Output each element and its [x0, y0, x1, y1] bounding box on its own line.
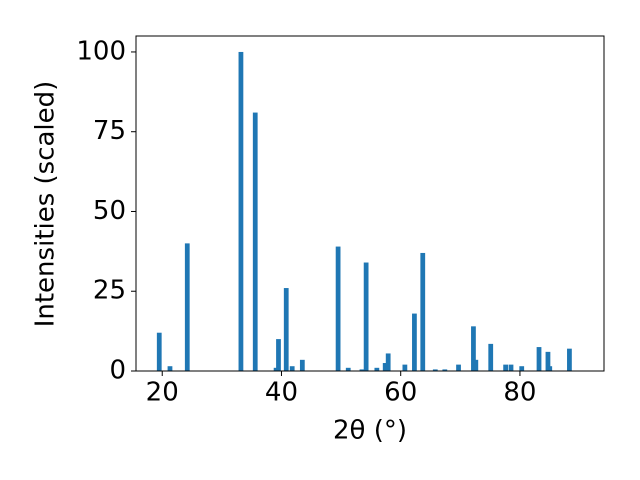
y-tick-label: 50	[93, 196, 126, 226]
bar	[335, 246, 341, 371]
bar	[508, 364, 514, 371]
bar	[363, 262, 369, 371]
bar	[299, 359, 305, 371]
y-tick-label: 0	[109, 356, 126, 386]
bar	[567, 348, 572, 371]
bar	[503, 364, 509, 371]
bar	[471, 326, 476, 371]
bar	[547, 366, 553, 371]
x-tick-label: 20	[146, 378, 179, 408]
bar	[167, 366, 173, 371]
x-tick-label: 60	[384, 378, 417, 408]
y-tick-label: 75	[93, 116, 126, 146]
bar	[276, 339, 281, 371]
bar	[432, 369, 438, 371]
bar	[283, 288, 289, 371]
bar	[488, 343, 494, 371]
bar	[402, 364, 408, 371]
bar	[252, 112, 258, 372]
x-tick-label: 40	[265, 378, 298, 408]
bar	[536, 347, 542, 371]
bar	[374, 367, 380, 371]
bar	[420, 252, 426, 371]
x-axis-label: 2θ (°)	[333, 416, 407, 446]
bar	[156, 332, 162, 371]
bar	[456, 364, 461, 371]
bar	[385, 353, 391, 371]
bar	[359, 369, 365, 371]
bar	[412, 313, 417, 371]
y-tick-label: 25	[93, 276, 126, 306]
x-tick-label: 80	[503, 378, 536, 408]
bar	[238, 51, 244, 371]
y-tick-label: 100	[76, 36, 126, 66]
y-axis-label: Intensities (scaled)	[31, 81, 61, 328]
bar	[345, 367, 351, 371]
bar	[545, 351, 551, 371]
bar	[289, 366, 295, 371]
bar	[442, 369, 448, 371]
plot-frame	[135, 35, 605, 372]
bar	[184, 243, 190, 371]
bar	[382, 363, 388, 371]
bar	[473, 359, 479, 371]
bar	[519, 366, 525, 371]
